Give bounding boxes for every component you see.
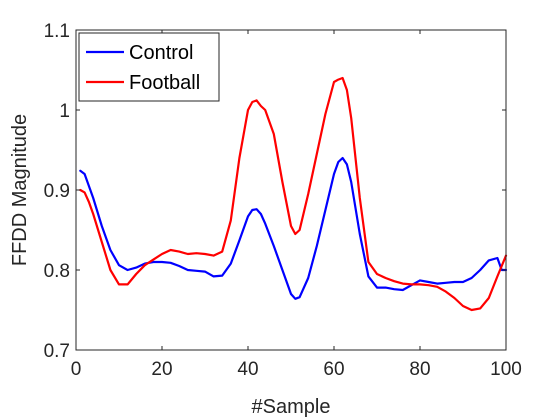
- tick-layer: 0 20 40 60 80 100 0.7 0.8 0.9 1 1.1: [44, 21, 522, 380]
- x-tick-label: 40: [237, 359, 258, 380]
- legend-entry-label: Football: [129, 72, 200, 94]
- x-tick-label: 100: [490, 359, 522, 380]
- series-layer: [79, 76, 508, 312]
- legend-entry-label: Control: [129, 42, 193, 64]
- x-axis-label: #Sample: [252, 396, 331, 418]
- y-tick-label: 0.8: [44, 261, 70, 282]
- x-tick-label: 0: [71, 359, 82, 380]
- y-tick-label: 1: [59, 101, 70, 122]
- legend-box: [78, 32, 220, 102]
- x-tick-label: 80: [409, 359, 430, 380]
- y-tick-label: 0.9: [44, 181, 70, 202]
- x-tick-label: 20: [151, 359, 172, 380]
- y-tick-label: 0.7: [44, 341, 70, 362]
- x-tick-label: 60: [323, 359, 344, 380]
- legend: Control Football: [78, 32, 220, 102]
- series-line-football: [79, 76, 508, 312]
- y-tick-label: 1.1: [44, 21, 70, 42]
- y-axis-label: FFDD Magnitude: [9, 114, 31, 266]
